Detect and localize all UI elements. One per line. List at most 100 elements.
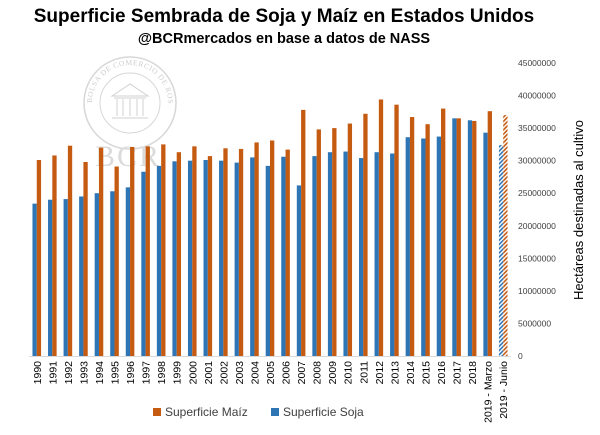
y-tick-label: 0 (518, 351, 523, 361)
bar-maiz-1995 (114, 166, 119, 356)
bar-maiz-2009 (332, 128, 337, 356)
x-tick-label: 2011 (358, 361, 370, 384)
x-tick-label: 2003 (234, 361, 246, 385)
x-tick-label: 1993 (78, 361, 90, 385)
x-tick-label: 1997 (141, 361, 153, 385)
y-axis-title: Hectáreas destinadas al cultivo (571, 120, 586, 300)
bar-maiz-2003 (238, 148, 244, 356)
bar-soja-2019-junio (498, 145, 504, 356)
x-tick-label: 2009 (327, 361, 339, 385)
bar-soja-2017 (452, 118, 457, 356)
bar-maiz-2000 (192, 146, 197, 356)
bar-soja-1992 (63, 199, 68, 356)
bar-soja-2003 (234, 162, 239, 356)
bar-maiz-1990 (36, 160, 42, 356)
x-tick-label: 2019 - Marzo (483, 361, 495, 423)
bar-maiz-2004 (254, 142, 259, 356)
bar-maiz-2015 (425, 124, 430, 356)
watermark-ring-text: BOLSA DE COMERCIO DE ROSARIO (0, 0, 174, 104)
bar-maiz-2014 (409, 117, 415, 356)
y-tick-label: 20000000 (518, 221, 556, 231)
x-axis: 1990 1991 1992 1993 1994 1995 1996 1997 1998 1999… (29, 356, 511, 423)
x-tick-label: 2008 (312, 361, 324, 385)
bar-maiz-1997 (145, 146, 150, 356)
x-tick-label: 2002 (218, 361, 230, 385)
y-tick-label: 15000000 (518, 253, 556, 263)
x-tick-label: 2016 (436, 361, 448, 385)
bars-group (32, 99, 508, 357)
watermark-letters: BCR (95, 140, 161, 173)
bar-soja-2004 (250, 157, 255, 356)
x-tick-label: 1998 (156, 361, 168, 385)
bar-soja-1993 (79, 196, 84, 356)
x-tick-label: 2019 - Junio (498, 361, 510, 419)
legend-label-soja: Superficie Soja (283, 405, 364, 419)
bar-soja-2015 (421, 138, 426, 356)
bar-soja-1994 (94, 193, 99, 356)
svg-text:BOLSA DE COMERCIO DE ROSARIO: BOLSA DE COMERCIO DE ROSARIO (0, 0, 175, 104)
chart-subtitle: @BCRmercados en base a datos de NASS (137, 31, 431, 47)
bar-maiz-2005 (270, 140, 275, 356)
y-axis: 0 5000000 10000000 15000000 20000000 25000000… (518, 58, 556, 361)
bar-soja-1991 (48, 199, 53, 356)
bar-maiz-1994 (98, 147, 104, 356)
bar-soja-1996 (125, 187, 131, 356)
y-tick-label: 40000000 (518, 91, 556, 101)
x-tick-label: 2013 (389, 361, 401, 385)
bar-maiz-2013 (394, 104, 399, 356)
bar-soja-1997 (141, 171, 146, 356)
x-tick-label: 1995 (110, 361, 122, 385)
y-tick-label: 10000000 (518, 286, 556, 296)
y-tick-label: 30000000 (518, 156, 556, 166)
bar-soja-1998 (156, 165, 162, 356)
bar-soja-2007 (296, 185, 302, 356)
x-tick-label: 2004 (249, 361, 261, 385)
x-tick-label: 1992 (63, 361, 75, 385)
bar-maiz-2001 (207, 156, 213, 356)
x-tick-label: 1991 (47, 361, 59, 385)
bar-maiz-2019-junio (503, 115, 508, 356)
bar-soja-1999 (172, 161, 177, 356)
bar-maiz-2012 (378, 99, 384, 357)
bar-soja-2006 (281, 156, 286, 356)
x-tick-label: 2015 (420, 361, 432, 385)
bar-soja-1990 (32, 203, 37, 356)
bar-maiz-2002 (223, 148, 228, 356)
bar-maiz-2006 (285, 149, 290, 356)
bar-soja-2005 (265, 165, 270, 356)
bar-maiz-2008 (316, 129, 321, 356)
bar-soja-2016 (436, 136, 442, 356)
bar-soja-2001 (203, 160, 208, 356)
y-tick-label: 25000000 (518, 188, 556, 198)
x-tick-label: 1990 (32, 361, 44, 385)
legend-item-maiz: Superficie Maíz (153, 405, 248, 419)
bar-soja-2019-marzo (483, 132, 488, 356)
bar-soja-2011 (358, 158, 364, 356)
legend-label-maiz: Superficie Maíz (165, 405, 248, 419)
y-tick-label: 45000000 (518, 58, 556, 68)
watermark-outer-ring (83, 56, 177, 150)
bar-maiz-2017 (456, 118, 461, 356)
bar-maiz-2007 (301, 109, 306, 356)
bar-soja-1995 (110, 191, 115, 356)
x-tick-label: 2014 (405, 361, 417, 385)
bar-soja-2012 (374, 152, 379, 356)
bar-soja-2014 (405, 137, 410, 356)
bar-maiz-1996 (130, 146, 135, 356)
x-tick-label: 1999 (172, 361, 184, 385)
watermark-building-icon (110, 83, 150, 119)
bar-maiz-1993 (83, 161, 88, 356)
bar-soja-2008 (312, 156, 317, 356)
x-tick-label: 2017 (452, 361, 464, 385)
x-tick-label: 2012 (374, 361, 386, 385)
chart-title: Superficie Sembrada de Soja y Maíz en Es… (33, 6, 535, 27)
bar-maiz-2018 (472, 120, 477, 356)
y-tick-label: 35000000 (518, 123, 556, 133)
x-tick-label: 2005 (265, 361, 277, 385)
bar-soja-2000 (187, 160, 193, 356)
x-tick-label: 2010 (343, 361, 355, 385)
x-tick-label: 2006 (281, 361, 293, 385)
bar-maiz-1992 (67, 145, 73, 356)
x-tick-label: 2018 (467, 361, 479, 385)
bar-soja-2010 (343, 151, 348, 356)
